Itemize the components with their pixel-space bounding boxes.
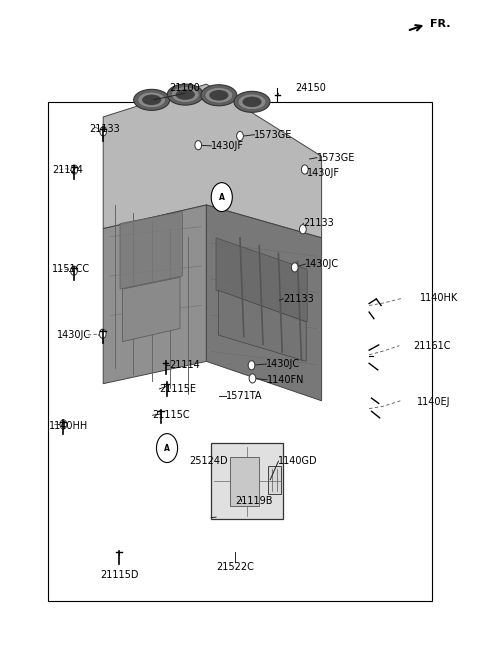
Text: A: A <box>164 443 170 453</box>
Ellipse shape <box>171 87 199 102</box>
Text: 21124: 21124 <box>52 164 83 175</box>
Text: 1571TA: 1571TA <box>226 390 262 401</box>
Circle shape <box>71 266 77 275</box>
Bar <box>211 443 283 519</box>
Text: 1140HK: 1140HK <box>420 293 458 304</box>
Ellipse shape <box>201 85 237 106</box>
Polygon shape <box>103 205 206 384</box>
Text: 21133: 21133 <box>303 218 334 229</box>
Text: 1140HH: 1140HH <box>49 420 89 431</box>
Circle shape <box>60 420 67 429</box>
Polygon shape <box>218 290 306 361</box>
Text: 1430JC: 1430JC <box>266 359 300 369</box>
Bar <box>48 102 432 601</box>
Text: 21115E: 21115E <box>159 384 196 394</box>
Text: 1140GD: 1140GD <box>278 456 318 466</box>
Text: 25124D: 25124D <box>190 456 228 466</box>
Text: 1151CC: 1151CC <box>52 264 90 275</box>
Text: 1573GE: 1573GE <box>317 152 355 163</box>
Bar <box>230 457 259 506</box>
Ellipse shape <box>142 95 161 105</box>
Text: 1430JC: 1430JC <box>305 259 339 269</box>
Ellipse shape <box>176 89 195 100</box>
Ellipse shape <box>138 92 166 108</box>
Circle shape <box>71 165 78 174</box>
Circle shape <box>211 183 232 212</box>
Circle shape <box>237 131 243 141</box>
Circle shape <box>249 374 256 383</box>
Text: 24150: 24150 <box>295 83 326 93</box>
Text: A: A <box>219 193 225 202</box>
Text: 1140EJ: 1140EJ <box>417 397 450 407</box>
Text: 21100: 21100 <box>169 83 200 93</box>
Circle shape <box>99 329 106 338</box>
Text: 21115C: 21115C <box>153 410 190 420</box>
Circle shape <box>195 141 202 150</box>
Ellipse shape <box>167 84 204 105</box>
Ellipse shape <box>209 90 228 101</box>
Text: 21115D: 21115D <box>100 570 138 580</box>
Ellipse shape <box>234 91 270 112</box>
Text: 1430JF: 1430JF <box>211 141 244 151</box>
Ellipse shape <box>133 89 170 110</box>
Text: 21522C: 21522C <box>216 562 254 572</box>
Circle shape <box>156 434 178 463</box>
Polygon shape <box>122 277 180 342</box>
Text: 1430JF: 1430JF <box>307 168 340 179</box>
Text: 21133: 21133 <box>89 124 120 134</box>
Polygon shape <box>216 238 307 322</box>
Text: 21133: 21133 <box>283 294 314 304</box>
Polygon shape <box>206 205 322 401</box>
Text: FR.: FR. <box>430 19 451 30</box>
Bar <box>268 466 281 494</box>
Text: 21119B: 21119B <box>235 495 273 506</box>
Polygon shape <box>103 84 322 238</box>
Ellipse shape <box>238 94 266 110</box>
Text: 21161C: 21161C <box>413 340 450 351</box>
Text: 1573GE: 1573GE <box>254 129 293 140</box>
Circle shape <box>291 263 298 272</box>
Circle shape <box>100 127 107 136</box>
Circle shape <box>248 361 255 370</box>
Polygon shape <box>120 212 182 289</box>
Circle shape <box>300 225 306 234</box>
Text: 21114: 21114 <box>169 360 200 371</box>
Text: 1430JC: 1430JC <box>57 330 91 340</box>
Text: 1140FN: 1140FN <box>267 374 304 385</box>
Ellipse shape <box>205 87 233 103</box>
Ellipse shape <box>242 97 262 107</box>
Circle shape <box>301 165 308 174</box>
